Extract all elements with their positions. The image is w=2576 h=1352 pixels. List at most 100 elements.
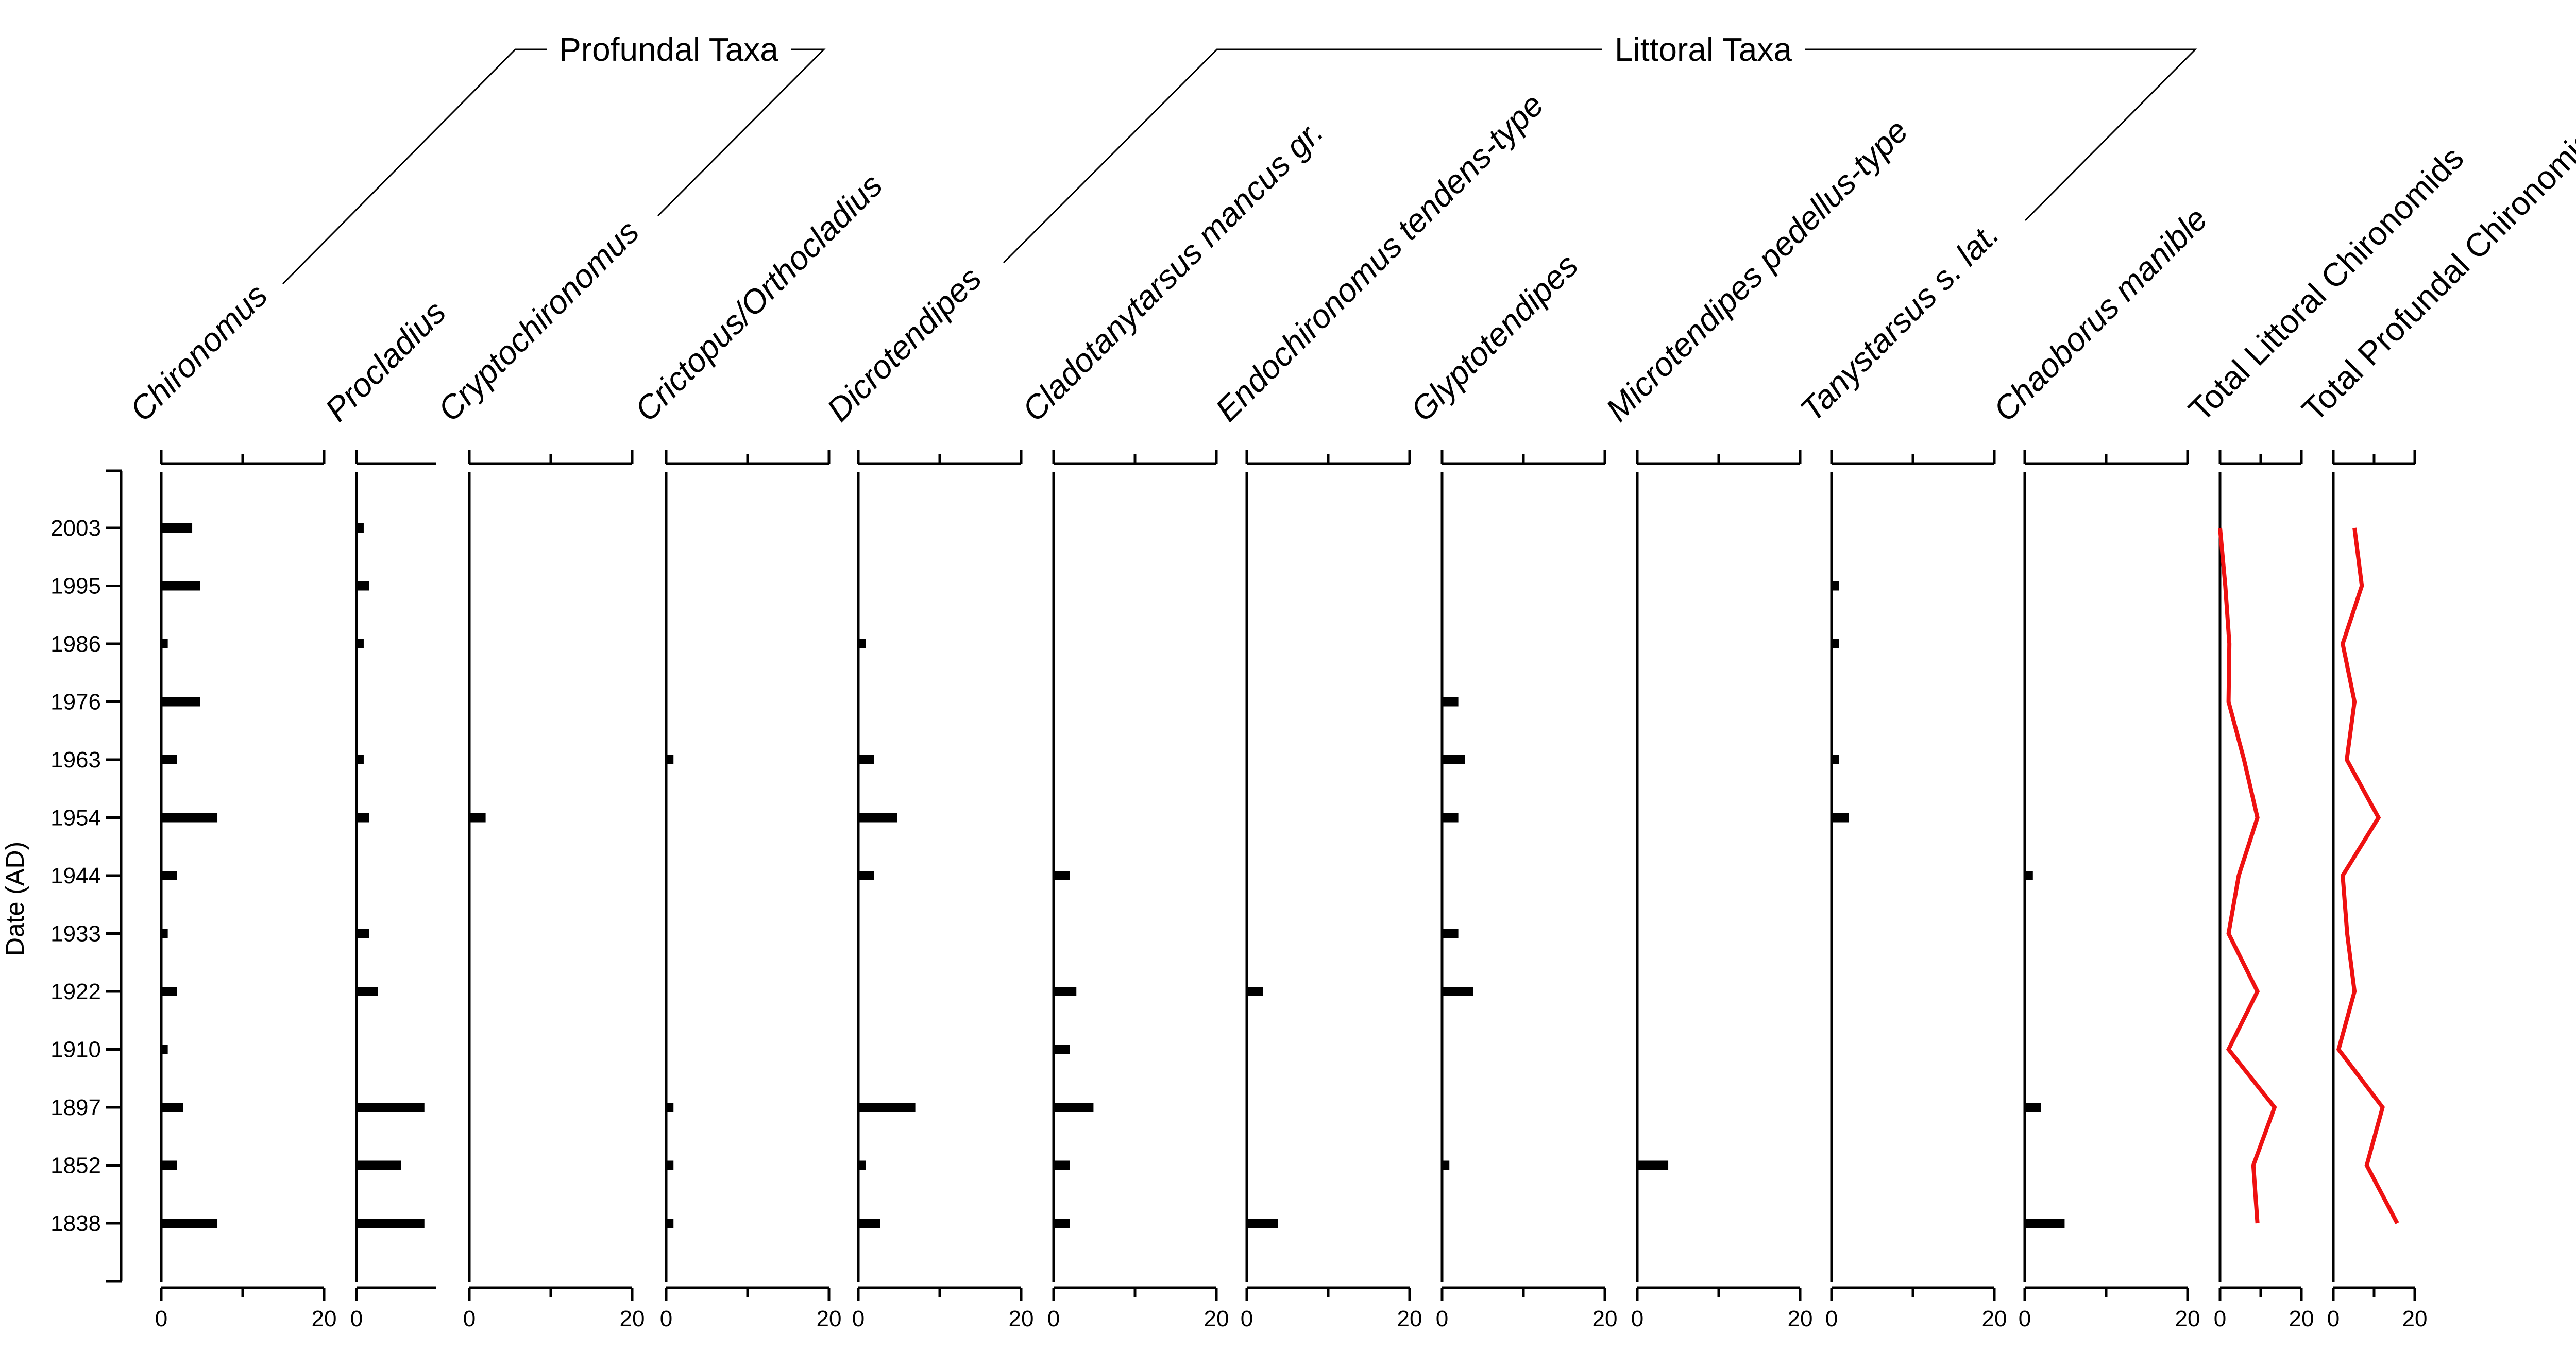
bar-1986 bbox=[1832, 639, 1839, 648]
date-tick-label: 1963 bbox=[50, 747, 101, 773]
littoral-group-label: Littoral Taxa bbox=[1615, 31, 1792, 68]
bar-1852 bbox=[1637, 1160, 1669, 1170]
bar-1922 bbox=[161, 987, 177, 996]
bar-1852 bbox=[858, 1160, 866, 1170]
bar-1986 bbox=[357, 639, 364, 648]
x-tick-label: 20 bbox=[2402, 1306, 2428, 1331]
date-tick-label: 1852 bbox=[50, 1153, 101, 1178]
x-tick-label: 20 bbox=[2289, 1306, 2314, 1331]
profile-line bbox=[2218, 527, 2277, 1224]
profile-line bbox=[2336, 527, 2399, 1224]
x-tick-label: 20 bbox=[1397, 1306, 1422, 1331]
bar-1954 bbox=[1832, 813, 1849, 823]
bar-1838 bbox=[2025, 1219, 2065, 1228]
bar-1944 bbox=[1054, 871, 1070, 880]
bar-1897 bbox=[666, 1103, 674, 1112]
bar-1963 bbox=[1442, 755, 1465, 764]
bar-1944 bbox=[161, 871, 177, 880]
bar-1922 bbox=[1247, 987, 1263, 996]
bar-1852 bbox=[161, 1160, 177, 1170]
bar-1852 bbox=[1054, 1160, 1070, 1170]
x-tick-label: 0 bbox=[1047, 1306, 1060, 1331]
x-tick-label: 0 bbox=[463, 1306, 476, 1331]
bar-1954 bbox=[357, 813, 369, 823]
bar-1963 bbox=[666, 755, 674, 764]
bar-1976 bbox=[161, 697, 200, 707]
date-axis: Date (AD) 2003 1995 1986 1976 1963 1954 1944 19… bbox=[1, 469, 123, 1283]
date-tick-label: 1995 bbox=[50, 574, 101, 599]
bar-1944 bbox=[2025, 871, 2033, 880]
bar-1976 bbox=[1442, 697, 1459, 707]
bar-1954 bbox=[469, 813, 486, 823]
x-tick-label: 0 bbox=[155, 1306, 167, 1331]
bar-1933 bbox=[1442, 929, 1459, 938]
x-tick-label: 0 bbox=[1825, 1306, 1838, 1331]
x-tick-label: 20 bbox=[1204, 1306, 1229, 1331]
x-tick-label: 0 bbox=[2214, 1306, 2226, 1331]
bar-1897 bbox=[357, 1103, 425, 1112]
bar-1995 bbox=[357, 581, 369, 591]
x-tick-label: 20 bbox=[2175, 1306, 2200, 1331]
bar-1852 bbox=[1442, 1160, 1450, 1170]
littoral-bracket-right bbox=[1805, 48, 2197, 221]
x-tick-label: 20 bbox=[620, 1306, 645, 1331]
bar-1963 bbox=[357, 755, 364, 764]
littoral-bracket-left bbox=[1003, 48, 1602, 264]
bar-1986 bbox=[161, 639, 168, 648]
bar-1933 bbox=[357, 929, 369, 938]
x-tick-label: 0 bbox=[2019, 1306, 2031, 1331]
bar-1944 bbox=[858, 871, 874, 880]
date-tick-label: 1976 bbox=[50, 690, 101, 715]
date-tick-label: 1922 bbox=[50, 979, 101, 1004]
bar-1922 bbox=[1054, 987, 1077, 996]
bar-1995 bbox=[1832, 581, 1839, 591]
bar-1852 bbox=[357, 1160, 401, 1170]
bar-1954 bbox=[161, 813, 218, 823]
x-tick-label: 0 bbox=[350, 1306, 363, 1331]
bar-1838 bbox=[1054, 1219, 1070, 1228]
bar-1838 bbox=[161, 1219, 218, 1228]
bar-1852 bbox=[666, 1160, 674, 1170]
date-tick-label: 1986 bbox=[50, 631, 101, 657]
x-tick-label: 20 bbox=[1982, 1306, 2007, 1331]
bar-1897 bbox=[161, 1103, 183, 1112]
x-tick-label: 0 bbox=[1631, 1306, 1643, 1331]
bar-1838 bbox=[1247, 1219, 1278, 1228]
x-tick-label: 0 bbox=[2327, 1306, 2340, 1331]
date-tick-label: 1897 bbox=[50, 1095, 101, 1120]
bar-1838 bbox=[357, 1219, 425, 1228]
date-tick-label: 1838 bbox=[50, 1211, 101, 1236]
bar-1963 bbox=[858, 755, 874, 764]
bar-1910 bbox=[1054, 1045, 1070, 1054]
bar-1933 bbox=[161, 929, 168, 938]
x-tick-label: 20 bbox=[1788, 1306, 1813, 1331]
profundal-bracket-left bbox=[282, 48, 547, 285]
date-tick-label: 2003 bbox=[50, 516, 101, 541]
date-tick-label: 1933 bbox=[50, 921, 101, 947]
x-tick-label: 20 bbox=[817, 1306, 842, 1331]
x-tick-label: 0 bbox=[1436, 1306, 1448, 1331]
date-tick-label: 1910 bbox=[50, 1037, 101, 1063]
bar-1922 bbox=[1442, 987, 1473, 996]
x-tick-label: 20 bbox=[312, 1306, 337, 1331]
bar-1897 bbox=[1054, 1103, 1094, 1112]
x-tick-label: 0 bbox=[660, 1306, 672, 1331]
bar-1838 bbox=[858, 1219, 880, 1228]
bar-1897 bbox=[2025, 1103, 2041, 1112]
x-tick-label: 20 bbox=[1009, 1306, 1034, 1331]
bar-1838 bbox=[666, 1219, 674, 1228]
x-tick-label: 0 bbox=[852, 1306, 865, 1331]
bar-1954 bbox=[858, 813, 897, 823]
x-tick-label: 0 bbox=[1241, 1306, 1253, 1331]
bar-1954 bbox=[1442, 813, 1459, 823]
bar-1963 bbox=[161, 755, 177, 764]
date-tick-label: 1954 bbox=[50, 806, 101, 831]
bar-1986 bbox=[858, 639, 866, 648]
x-tick-label: 20 bbox=[1592, 1306, 1618, 1331]
profundal-group-label: Profundal Taxa bbox=[559, 31, 778, 68]
bar-2003 bbox=[357, 523, 364, 533]
date-axis-label: Date (AD) bbox=[1, 842, 29, 956]
group-littoral-taxa: Littoral Taxa bbox=[1003, 31, 2197, 264]
